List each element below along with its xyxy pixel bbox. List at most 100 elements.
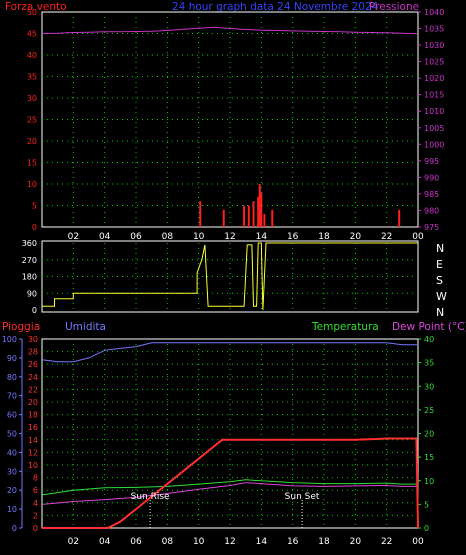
pressure-tick-label: 1030 [424, 41, 444, 50]
x-tick-label: 22 [381, 232, 392, 242]
compass-label: S [436, 274, 443, 287]
direction-tick-label: 180 [22, 273, 37, 282]
temperature-line [41, 479, 418, 496]
wind-tick-label: 45 [27, 30, 37, 39]
x-tick-label: 00 [412, 232, 424, 242]
umidita-label: Umidita [65, 321, 106, 333]
x-tick-label: 06 [130, 537, 142, 547]
x-tick-label: 02 [68, 232, 79, 242]
wind-tick-label: 50 [27, 8, 37, 17]
rain-tick-label: 12 [28, 448, 38, 457]
header-left-label: Forza vento [5, 1, 67, 13]
humidity-tick-label: 40 [7, 448, 17, 457]
wind-tick-label: 40 [27, 51, 37, 60]
x-tick-label: 08 [162, 232, 174, 242]
humidity-tick-label: 30 [7, 467, 17, 476]
rain-tick-label: 28 [28, 348, 38, 357]
rain-tick-label: 30 [28, 335, 38, 344]
pressure-tick-label: 985 [424, 190, 439, 199]
x-tick-label: 16 [287, 537, 299, 547]
humidity-line [41, 342, 418, 363]
pressure-tick-label: 1020 [424, 74, 444, 83]
compass-label: W [436, 290, 447, 303]
header-center-label: 24 hour graph data 24 Novembre 2024 [172, 1, 379, 13]
temp-tick-label: 25 [424, 406, 434, 415]
x-tick-label: 10 [193, 537, 205, 547]
temperatura-label: Temperatura [311, 321, 379, 333]
compass-label: N [436, 242, 444, 255]
temp-tick-label: 35 [424, 359, 434, 368]
x-tick-label: 18 [318, 232, 330, 242]
pressure-line [41, 26, 419, 35]
humidity-tick-label: 70 [7, 392, 17, 401]
direction-tick-label: 90 [27, 289, 37, 298]
x-tick-label: 04 [99, 537, 111, 547]
humidity-tick-label: 50 [7, 430, 17, 439]
x-tick-label: 20 [350, 537, 362, 547]
x-tick-label: 20 [350, 232, 362, 242]
rain-tick-label: 18 [28, 411, 38, 420]
rain-tick-label: 22 [28, 385, 38, 394]
wind-tick-label: 0 [32, 223, 37, 232]
temp-tick-label: 0 [424, 524, 429, 533]
x-tick-label: 02 [68, 537, 79, 547]
temp-tick-label: 30 [424, 382, 434, 391]
pioggia-label: Pioggia [2, 321, 40, 333]
rain-tick-label: 20 [28, 398, 38, 407]
x-tick-label: 00 [412, 537, 424, 547]
pressure-tick-label: 995 [424, 157, 439, 166]
wind-direction-line [42, 242, 418, 311]
direction-tick-label: 0 [32, 306, 37, 315]
rain-tick-label: 16 [28, 423, 38, 432]
pressure-tick-label: 1005 [424, 124, 444, 133]
x-tick-label: 14 [256, 232, 268, 242]
sun-annotation: Sun Rise [131, 492, 170, 502]
wind-tick-label: 25 [27, 116, 37, 125]
wind-tick-label: 35 [27, 73, 37, 82]
rain-line [42, 437, 419, 529]
pressure-tick-label: 1040 [424, 8, 444, 17]
sun-annotation: Sun Set [285, 492, 320, 502]
humidity-tick-label: 90 [7, 354, 17, 363]
wind-tick-label: 5 [32, 202, 37, 211]
x-tick-label: 18 [318, 537, 330, 547]
wind-tick-label: 30 [27, 94, 37, 103]
pressure-tick-label: 1000 [424, 140, 444, 149]
humidity-tick-label: 20 [7, 486, 17, 495]
rain-tick-label: 2 [33, 511, 38, 520]
x-tick-label: 12 [224, 232, 235, 242]
rain-tick-label: 4 [33, 499, 38, 508]
humidity-tick-label: 100 [2, 335, 17, 344]
rain-tick-label: 26 [28, 360, 38, 369]
pressure-tick-label: 975 [424, 223, 439, 232]
x-tick-label: 12 [224, 537, 235, 547]
rain-tick-label: 10 [28, 461, 38, 470]
x-tick-label: 16 [287, 232, 299, 242]
rain-tick-label: 6 [33, 486, 38, 495]
pressure-tick-label: 1015 [424, 91, 444, 100]
temp-tick-label: 15 [424, 453, 434, 462]
pressure-tick-label: 1010 [424, 107, 444, 116]
compass-label: E [436, 258, 443, 271]
dewpoint-label: Dew Point (°C) [392, 321, 466, 333]
wind-tick-label: 15 [27, 159, 37, 168]
pressure-tick-label: 980 [424, 206, 439, 215]
pressure-tick-label: 990 [424, 173, 439, 182]
rain-tick-label: 8 [33, 474, 38, 483]
x-tick-label: 10 [193, 232, 205, 242]
x-tick-label: 04 [99, 232, 111, 242]
wind-tick-label: 20 [27, 137, 37, 146]
humidity-tick-label: 0 [12, 524, 17, 533]
compass-label: N [436, 306, 444, 319]
rain-tick-label: 0 [33, 524, 38, 533]
direction-tick-label: 360 [22, 239, 37, 248]
rain-tick-label: 24 [28, 373, 38, 382]
x-tick-label: 06 [130, 232, 142, 242]
temp-tick-label: 10 [424, 477, 434, 486]
direction-tick-label: 270 [22, 256, 37, 265]
wind-tick-label: 10 [27, 180, 37, 189]
